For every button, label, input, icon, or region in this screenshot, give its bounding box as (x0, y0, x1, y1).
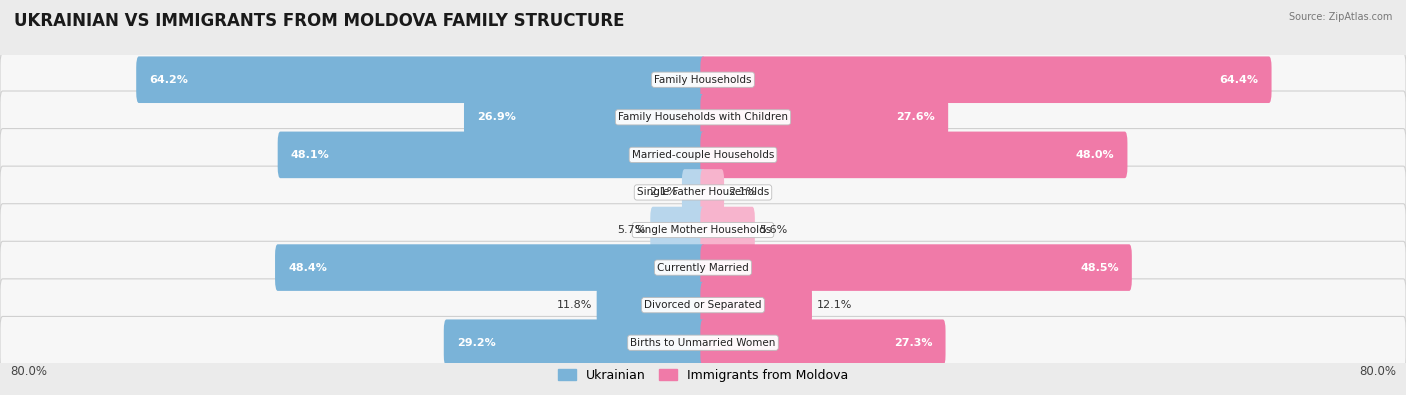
Text: 11.8%: 11.8% (557, 300, 592, 310)
Text: 48.0%: 48.0% (1076, 150, 1114, 160)
FancyBboxPatch shape (444, 320, 706, 366)
Text: 48.5%: 48.5% (1080, 263, 1119, 273)
Text: UKRAINIAN VS IMMIGRANTS FROM MOLDOVA FAMILY STRUCTURE: UKRAINIAN VS IMMIGRANTS FROM MOLDOVA FAM… (14, 12, 624, 30)
FancyBboxPatch shape (276, 244, 706, 291)
Text: 5.6%: 5.6% (759, 225, 787, 235)
Text: Single Father Households: Single Father Households (637, 188, 769, 198)
Text: Divorced or Separated: Divorced or Separated (644, 300, 762, 310)
Text: Family Households: Family Households (654, 75, 752, 85)
Text: 29.2%: 29.2% (457, 338, 496, 348)
Text: 26.9%: 26.9% (477, 112, 516, 122)
Text: Births to Unmarried Women: Births to Unmarried Women (630, 338, 776, 348)
Text: Family Households with Children: Family Households with Children (619, 112, 787, 122)
FancyBboxPatch shape (650, 207, 706, 253)
FancyBboxPatch shape (464, 94, 706, 141)
FancyBboxPatch shape (0, 241, 1406, 294)
FancyBboxPatch shape (700, 282, 813, 329)
Legend: Ukrainian, Immigrants from Moldova: Ukrainian, Immigrants from Moldova (553, 364, 853, 387)
FancyBboxPatch shape (0, 91, 1406, 144)
FancyBboxPatch shape (0, 128, 1406, 181)
Text: 80.0%: 80.0% (10, 365, 46, 378)
Text: Married-couple Households: Married-couple Households (631, 150, 775, 160)
FancyBboxPatch shape (136, 56, 706, 103)
Text: 12.1%: 12.1% (817, 300, 852, 310)
FancyBboxPatch shape (700, 94, 948, 141)
FancyBboxPatch shape (0, 204, 1406, 256)
Text: Single Mother Households: Single Mother Households (636, 225, 770, 235)
Text: Currently Married: Currently Married (657, 263, 749, 273)
Text: 80.0%: 80.0% (1360, 365, 1396, 378)
FancyBboxPatch shape (0, 166, 1406, 219)
Text: 5.7%: 5.7% (617, 225, 645, 235)
Text: 64.2%: 64.2% (149, 75, 188, 85)
FancyBboxPatch shape (278, 132, 706, 178)
FancyBboxPatch shape (0, 53, 1406, 106)
FancyBboxPatch shape (700, 56, 1271, 103)
FancyBboxPatch shape (700, 244, 1132, 291)
Text: 48.4%: 48.4% (288, 263, 328, 273)
Text: 2.1%: 2.1% (650, 188, 678, 198)
FancyBboxPatch shape (596, 282, 706, 329)
Text: 48.1%: 48.1% (291, 150, 329, 160)
FancyBboxPatch shape (700, 320, 945, 366)
FancyBboxPatch shape (700, 169, 724, 216)
Text: 64.4%: 64.4% (1219, 75, 1258, 85)
FancyBboxPatch shape (682, 169, 706, 216)
FancyBboxPatch shape (700, 132, 1128, 178)
Text: Source: ZipAtlas.com: Source: ZipAtlas.com (1288, 12, 1392, 22)
Text: 27.3%: 27.3% (894, 338, 932, 348)
Text: 2.1%: 2.1% (728, 188, 756, 198)
Text: 27.6%: 27.6% (896, 112, 935, 122)
FancyBboxPatch shape (700, 207, 755, 253)
FancyBboxPatch shape (0, 279, 1406, 331)
FancyBboxPatch shape (0, 316, 1406, 369)
